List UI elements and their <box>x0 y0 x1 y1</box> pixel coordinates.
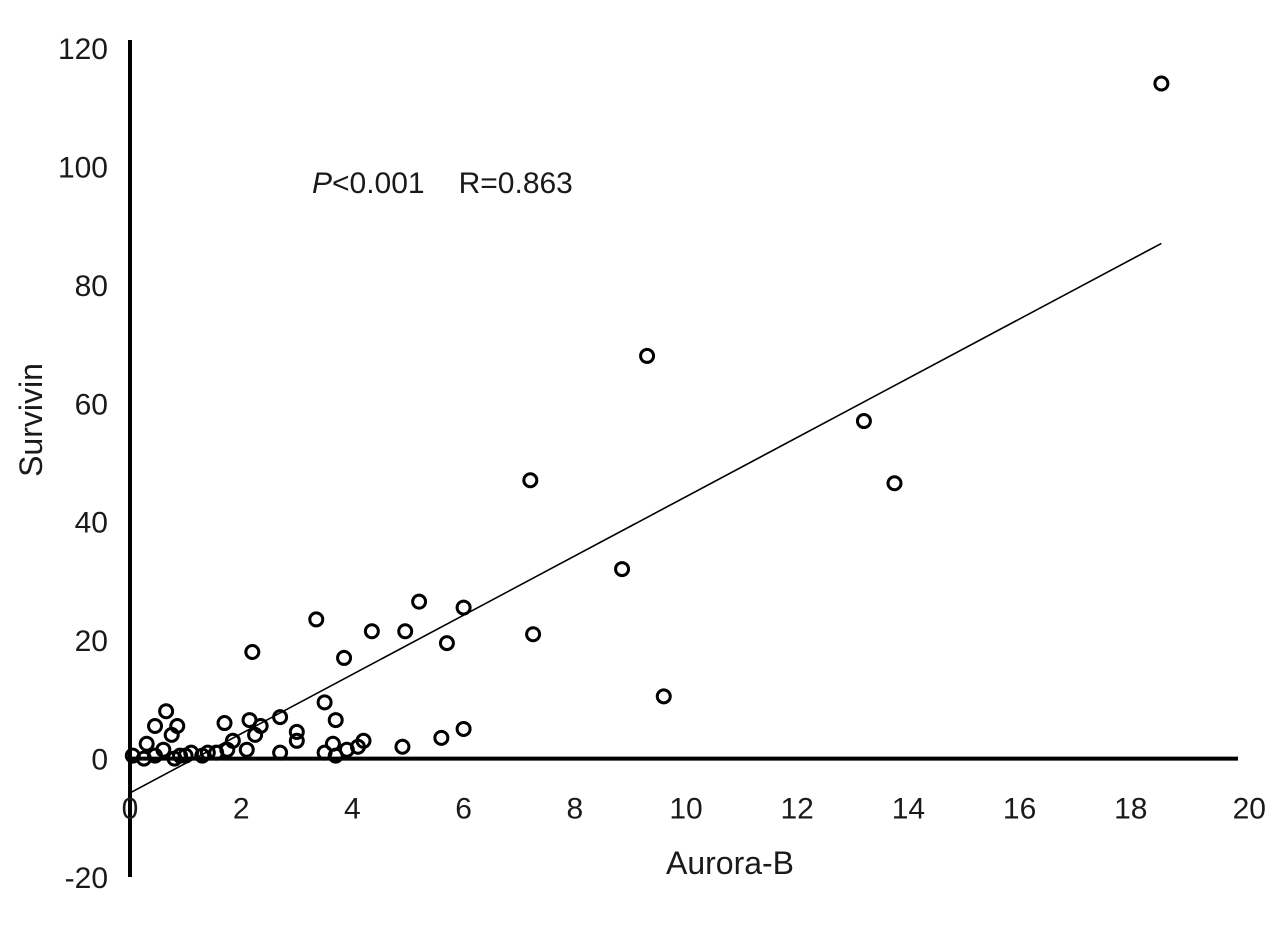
data-point <box>455 599 472 616</box>
y-tick-label: 60 <box>75 388 108 421</box>
data-point <box>272 709 289 726</box>
data-point <box>327 747 344 764</box>
data-point <box>288 732 305 749</box>
r-value: R=0.863 <box>459 167 573 200</box>
x-tick-label: 18 <box>1114 793 1147 826</box>
data-point <box>614 561 631 578</box>
y-tick-label: 80 <box>75 270 108 303</box>
x-tick-label: 10 <box>669 793 702 826</box>
x-tick-label: 6 <box>455 793 472 826</box>
x-tick-label: 14 <box>892 793 925 826</box>
y-tick-label: 120 <box>58 33 108 66</box>
x-tick-label: 4 <box>344 793 361 826</box>
data-point <box>397 623 414 640</box>
data-point <box>327 712 344 729</box>
x-tick-label: 16 <box>1003 793 1036 826</box>
data-point <box>855 413 872 430</box>
y-tick-label: -20 <box>65 862 108 895</box>
y-tick-label: 100 <box>58 151 108 184</box>
data-point <box>244 643 261 660</box>
y-tick-label: 20 <box>75 625 108 658</box>
x-tick-label: 8 <box>566 793 583 826</box>
x-tick-labels: 0 2 4 6 8 10 12 14 16 18 20 <box>122 793 1266 826</box>
data-point <box>886 475 903 492</box>
data-point <box>455 720 472 737</box>
data-point <box>336 649 353 666</box>
data-point <box>288 723 305 740</box>
data-point <box>272 744 289 761</box>
data-point <box>238 741 255 758</box>
y-tick-labels: 120 100 80 60 40 20 0 -20 <box>58 33 108 895</box>
data-point <box>411 593 428 610</box>
x-tick-label: 2 <box>233 793 250 826</box>
data-point <box>166 750 183 767</box>
data-point <box>1153 75 1170 92</box>
regression-line <box>129 242 1162 794</box>
y-tick-label: 40 <box>75 507 108 540</box>
x-tick-label: 20 <box>1233 793 1266 826</box>
data-point <box>138 735 155 752</box>
data-point <box>522 472 539 489</box>
data-point <box>438 635 455 652</box>
data-point <box>308 611 325 628</box>
y-tick-label: 0 <box>91 744 108 777</box>
data-point <box>147 718 164 735</box>
x-tick-label: 12 <box>781 793 814 826</box>
data-point <box>241 712 258 729</box>
data-point <box>433 729 450 746</box>
data-point <box>655 688 672 705</box>
data-point <box>363 623 380 640</box>
data-point <box>247 726 264 743</box>
x-tick-label: 0 <box>122 793 139 826</box>
stats-annotation: P<0.001 R=0.863 <box>312 167 573 200</box>
data-point <box>163 726 180 743</box>
data-point <box>124 747 141 764</box>
y-axis-title: Survivin <box>13 363 49 477</box>
data-point <box>639 347 656 364</box>
x-axis-title: Aurora-B <box>666 845 794 881</box>
data-point <box>394 738 411 755</box>
data-point <box>216 715 233 732</box>
data-point <box>316 694 333 711</box>
p-value: <0.001 <box>332 167 425 200</box>
data-point <box>158 703 175 720</box>
p-label: P <box>312 167 332 200</box>
data-point <box>525 626 542 643</box>
scatter-points <box>124 75 1170 767</box>
